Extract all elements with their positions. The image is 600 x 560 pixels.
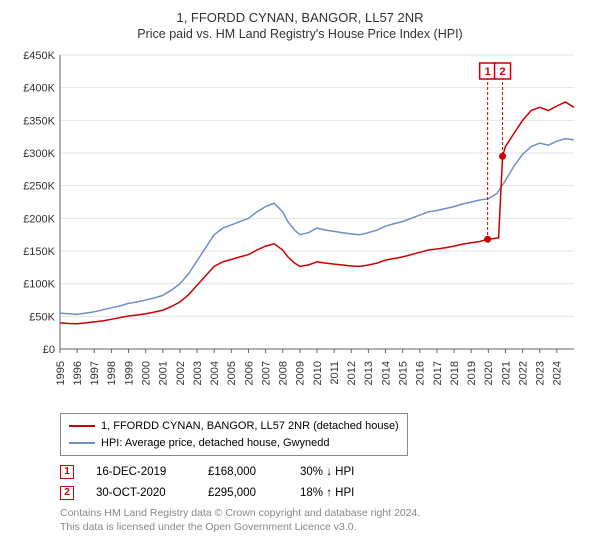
svg-text:2012: 2012	[346, 361, 358, 385]
svg-text:2021: 2021	[500, 361, 512, 385]
svg-text:2008: 2008	[278, 361, 290, 385]
svg-text:2011: 2011	[329, 361, 341, 385]
svg-text:£50K: £50K	[29, 311, 55, 323]
svg-text:£100K: £100K	[23, 279, 55, 291]
svg-text:2007: 2007	[260, 361, 272, 385]
svg-text:£150K: £150K	[23, 246, 55, 258]
sale-delta-2: 18% ↑ HPI	[300, 483, 354, 504]
svg-text:£200K: £200K	[23, 213, 55, 225]
sale-date-2: 30-OCT-2020	[96, 483, 186, 504]
svg-text:2009: 2009	[295, 361, 307, 385]
legend-label-property: 1, FFORDD CYNAN, BANGOR, LL57 2NR (detac…	[101, 418, 399, 435]
svg-text:1999: 1999	[123, 361, 135, 385]
svg-text:1995: 1995	[55, 361, 67, 385]
svg-text:2002: 2002	[175, 361, 187, 385]
sale-marker-1: 1	[60, 465, 74, 479]
svg-text:£250K: £250K	[23, 181, 55, 193]
svg-text:2000: 2000	[141, 361, 153, 385]
chart-plot-area: £0 £50K £100K £150K £200K £250K £300K £350K £400…	[14, 49, 586, 409]
legend-swatch-hpi	[69, 442, 95, 444]
sale-row-2: 2 30-OCT-2020 £295,000 18% ↑ HPI	[60, 483, 586, 504]
svg-text:£300K: £300K	[23, 148, 55, 160]
sale-price-1: £168,000	[208, 462, 278, 483]
chart-container: 1, FFORDD CYNAN, BANGOR, LL57 2NR Price …	[0, 0, 600, 560]
legend-label-hpi: HPI: Average price, detached house, Gwyn…	[101, 435, 330, 452]
svg-text:2: 2	[499, 66, 505, 78]
svg-text:2003: 2003	[192, 361, 204, 385]
svg-text:2006: 2006	[243, 361, 255, 385]
legend: 1, FFORDD CYNAN, BANGOR, LL57 2NR (detac…	[60, 413, 408, 456]
svg-text:1: 1	[485, 66, 491, 78]
sale-price-2: £295,000	[208, 483, 278, 504]
svg-text:1996: 1996	[72, 361, 84, 385]
svg-text:2005: 2005	[226, 361, 238, 385]
footnote: Contains HM Land Registry data © Crown c…	[60, 507, 586, 534]
footnote-line-2: This data is licensed under the Open Gov…	[60, 521, 586, 535]
svg-text:2001: 2001	[158, 361, 170, 385]
svg-text:2013: 2013	[363, 361, 375, 385]
svg-text:2004: 2004	[209, 361, 221, 385]
svg-text:1997: 1997	[89, 361, 101, 385]
svg-text:£400K: £400K	[23, 83, 55, 95]
svg-text:2018: 2018	[449, 361, 461, 385]
svg-text:2016: 2016	[415, 361, 427, 385]
line-chart-svg: £0 £50K £100K £150K £200K £250K £300K £350K £400…	[14, 49, 586, 409]
svg-text:2010: 2010	[312, 361, 324, 385]
svg-text:2023: 2023	[535, 361, 547, 385]
sales-table: 1 16-DEC-2019 £168,000 30% ↓ HPI 2 30-OC…	[60, 462, 586, 503]
svg-text:2024: 2024	[552, 361, 564, 385]
chart-title: 1, FFORDD CYNAN, BANGOR, LL57 2NR	[14, 10, 586, 25]
svg-text:£350K: £350K	[23, 115, 55, 127]
sale-date-1: 16-DEC-2019	[96, 462, 186, 483]
sale-delta-1: 30% ↓ HPI	[300, 462, 354, 483]
svg-text:2020: 2020	[483, 361, 495, 385]
footnote-line-1: Contains HM Land Registry data © Crown c…	[60, 507, 586, 521]
svg-text:2022: 2022	[517, 361, 529, 385]
sale-marker-2: 2	[60, 486, 74, 500]
sale-row-1: 1 16-DEC-2019 £168,000 30% ↓ HPI	[60, 462, 586, 483]
svg-text:1998: 1998	[106, 361, 118, 385]
legend-row-hpi: HPI: Average price, detached house, Gwyn…	[69, 435, 399, 452]
svg-text:2019: 2019	[466, 361, 478, 385]
chart-subtitle: Price paid vs. HM Land Registry's House …	[14, 27, 586, 41]
svg-text:2014: 2014	[380, 361, 392, 385]
legend-swatch-property	[69, 425, 95, 427]
svg-text:2017: 2017	[432, 361, 444, 385]
svg-text:2015: 2015	[398, 361, 410, 385]
svg-text:£0: £0	[43, 344, 55, 356]
svg-text:£450K: £450K	[23, 50, 55, 62]
legend-row-property: 1, FFORDD CYNAN, BANGOR, LL57 2NR (detac…	[69, 418, 399, 435]
